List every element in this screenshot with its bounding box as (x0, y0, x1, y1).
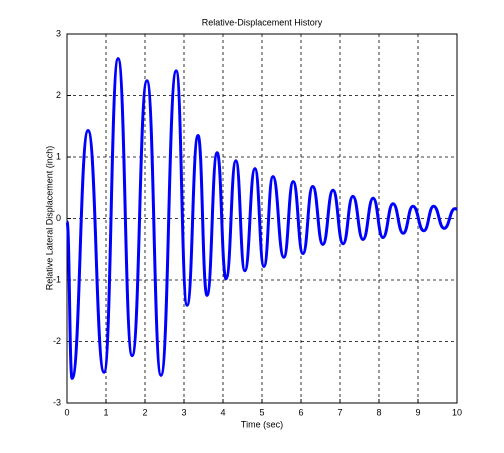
y-tick-label: 0 (56, 213, 61, 223)
data-line (65, 57, 458, 380)
y-tick-label: 1 (56, 151, 61, 161)
y-tick-label: -3 (53, 397, 61, 407)
x-tick-label: 4 (220, 407, 225, 417)
y-tick-label: 3 (56, 28, 61, 38)
x-tick-label: 0 (64, 407, 69, 417)
y-tick-label: -1 (53, 274, 61, 284)
y-axis-label: Relative Lateral Displacement (inch) (44, 146, 54, 291)
x-tick-label: 5 (259, 407, 264, 417)
x-axis-label: Time (sec) (241, 419, 283, 429)
x-tick-label: 7 (337, 407, 342, 417)
y-tick-label: -2 (53, 336, 61, 346)
x-tick-label: 9 (415, 407, 420, 417)
x-tick-label: 8 (376, 407, 381, 417)
y-tick-label: 2 (56, 90, 61, 100)
x-tick-label: 6 (298, 407, 303, 417)
x-tick-label: 10 (452, 407, 462, 417)
plot-frame (66, 33, 458, 404)
x-tick-label: 3 (181, 407, 186, 417)
x-tick-label: 1 (103, 407, 108, 417)
chart-title: Relative-Displacement History (202, 17, 323, 27)
x-tick-label: 2 (142, 407, 147, 417)
